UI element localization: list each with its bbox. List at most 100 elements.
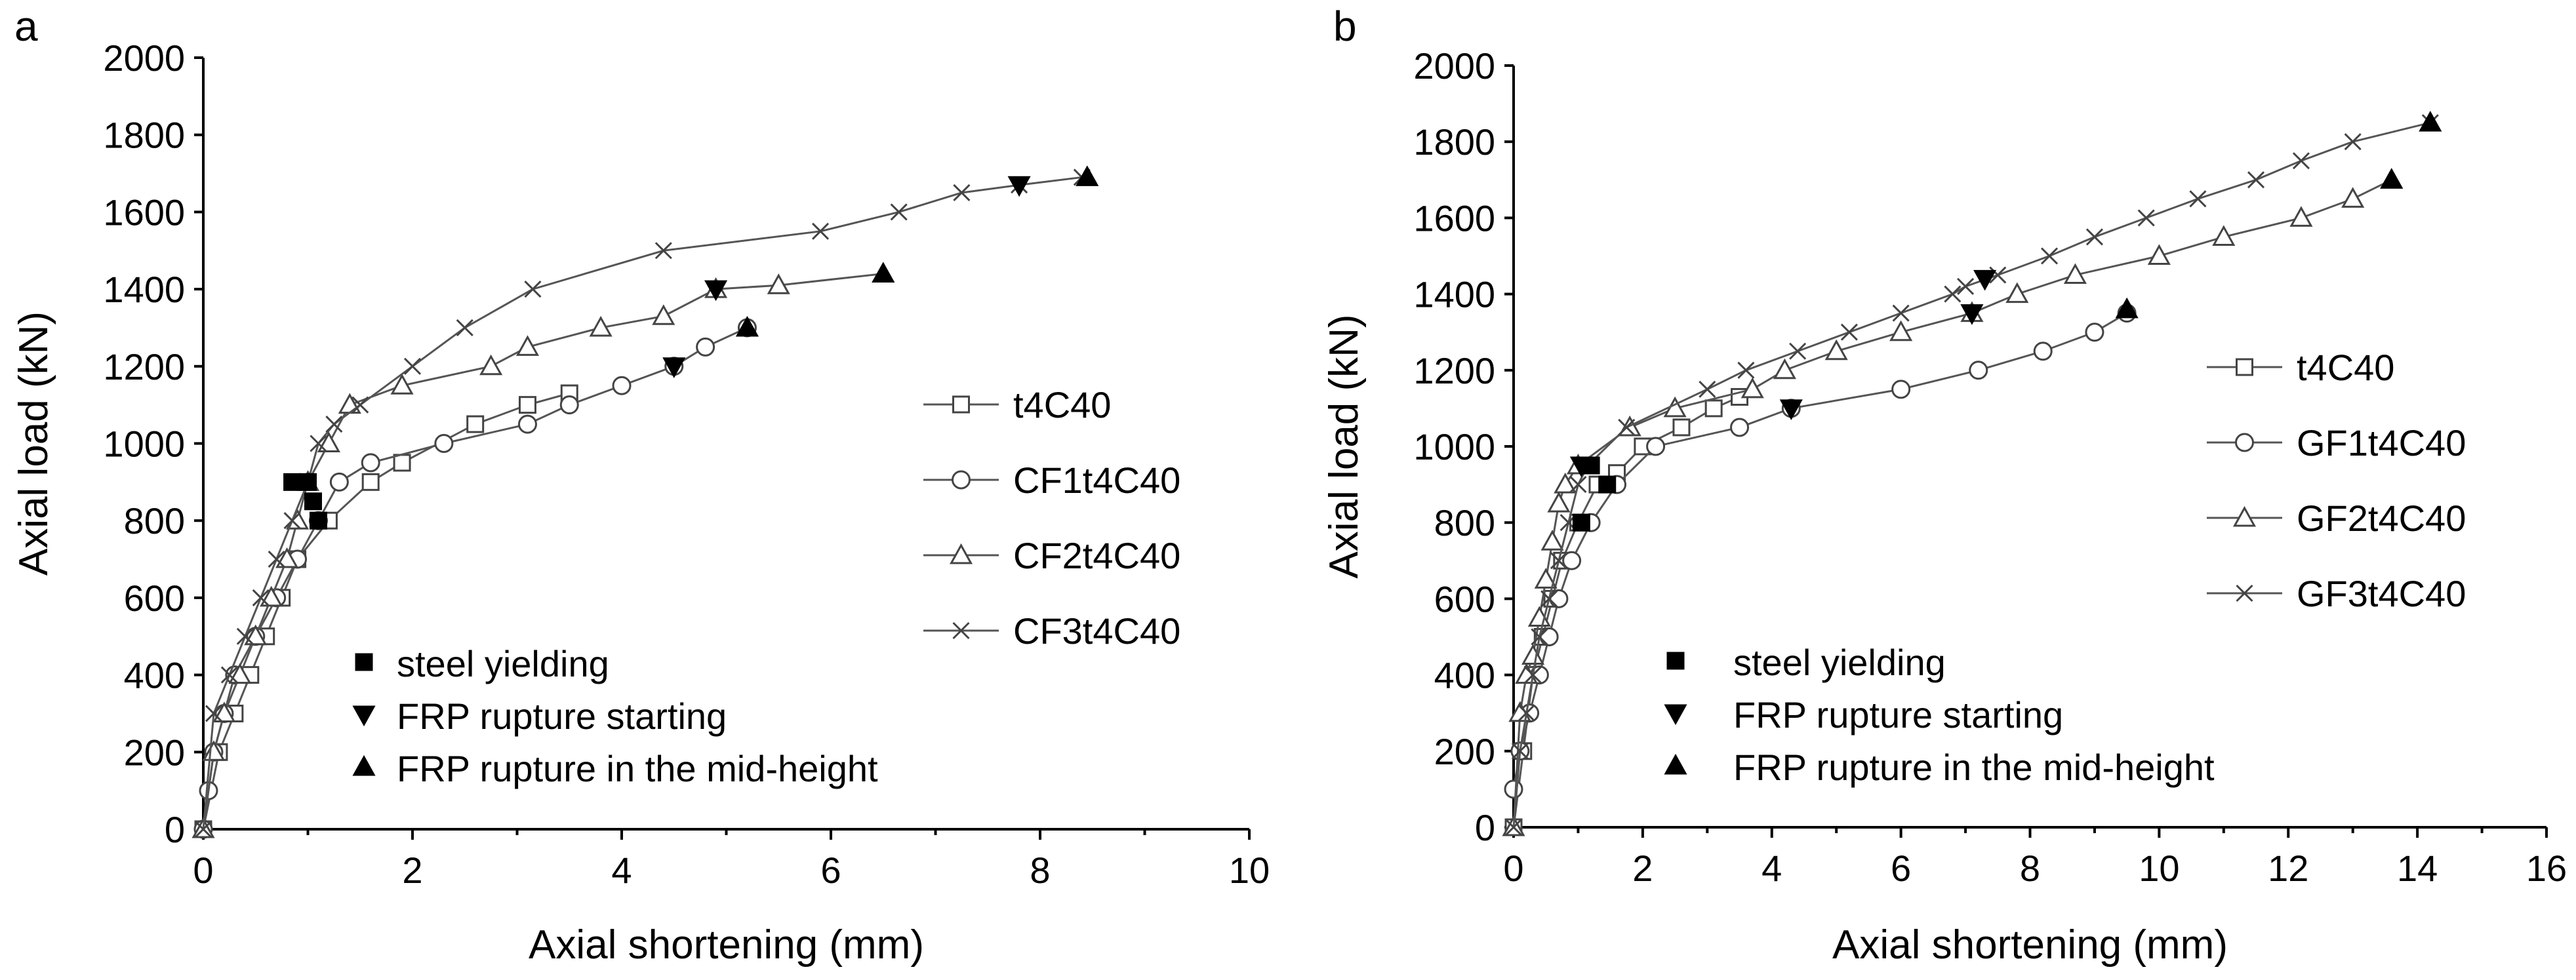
x-tick-label: 8	[2020, 848, 2040, 889]
filled-square-icon	[355, 653, 373, 671]
event-legend-label: steel yielding	[1733, 642, 1946, 683]
series-legend: t4C40 CF1t4C40 CF2t4C40 CF3t4C40	[923, 384, 1180, 652]
data-point-cf3t4c40	[220, 666, 238, 684]
data-point-cf3t4c40	[252, 589, 270, 606]
data-point-cf3t4c40	[310, 435, 327, 452]
data-point-cf3t4c40	[654, 242, 672, 260]
data-point-cf2t4c40	[767, 273, 790, 294]
legend-item-gf1t4c40: GF1t4C40	[2207, 422, 2466, 463]
legend-item-gf2t4c40: GF2t4C40	[2207, 498, 2466, 539]
event-markers	[1569, 111, 2442, 532]
data-point-cf2t4c40	[652, 304, 675, 325]
legend-marker	[2232, 505, 2257, 527]
event-marker-frp-rupture-starting	[1779, 399, 1803, 420]
data-point-gf2t4c40	[2212, 225, 2236, 246]
data-point-gf2t4c40	[2341, 187, 2365, 208]
data-point-cf2t4c40	[244, 624, 268, 646]
y-tick-label: 1800	[1413, 121, 1495, 163]
event-marker-frp-rupture-starting	[1007, 176, 1031, 197]
x-tick-label: 10	[2139, 848, 2179, 889]
panel-letter: b	[1333, 3, 1357, 50]
event-marker-frp-rupture-starting	[662, 357, 686, 378]
legend-marker	[2236, 584, 2253, 602]
data-point-cf3t4c40	[352, 396, 369, 414]
data-point-cf2t4c40	[260, 585, 283, 607]
x-tick-label: 6	[820, 850, 841, 891]
data-point-gf3t4c40	[2040, 247, 2059, 265]
x-tick-label: 16	[2526, 848, 2567, 889]
legend-label: GF3t4C40	[2297, 573, 2466, 614]
event-legend-item-frp-rupture-mid-height: FRP rupture in the mid-height	[352, 748, 878, 789]
data-point-gf3t4c40	[1789, 342, 1807, 360]
data-point-gf1t4c40	[2033, 342, 2053, 361]
data-point-gf3t4c40	[1699, 380, 1716, 398]
x-tick-label: 14	[2397, 848, 2438, 889]
y-tick-label: 400	[1434, 655, 1495, 696]
x-tick-label: 8	[1030, 850, 1050, 891]
event-marker-steel-yielding	[1598, 475, 1617, 494]
event-markers	[283, 165, 1099, 530]
data-point-gf2t4c40	[1547, 492, 1571, 513]
data-point-gf3t4c40	[1540, 590, 1558, 608]
data-point-cf3t4c40	[811, 222, 830, 240]
event-legend-label: FRP rupture in the mid-height	[1733, 747, 2215, 788]
x-tick-label: 2	[402, 850, 422, 891]
data-point-gf2t4c40	[1540, 530, 1564, 551]
event-marker-frp-rupture-mid-height	[2419, 111, 2442, 132]
series-legend: t4C40 GF1t4C40 GF2t4C40 GF3t4C40	[2207, 347, 2466, 614]
data-point-gf3t4c40	[2292, 152, 2310, 170]
data-point-cf2t4c40	[212, 701, 236, 722]
legend-marker	[952, 621, 970, 640]
event-marker-frp-rupture-mid-height	[2115, 297, 2139, 319]
data-point-cf2t4c40	[589, 315, 613, 337]
y-tick-label: 400	[124, 655, 185, 696]
legend-item-cf3t4c40: CF3t4C40	[923, 610, 1180, 652]
data-point-cf3t4c40	[890, 203, 908, 221]
data-point-gf1t4c40	[1539, 627, 1559, 646]
legend-label: GF2t4C40	[2297, 498, 2466, 539]
event-marker-steel-yielding	[283, 473, 302, 491]
data-point-gf2t4c40	[1741, 377, 1764, 399]
data-point-cf1t4c40	[517, 414, 537, 434]
data-point-cf2t4c40	[479, 354, 503, 376]
data-point-t4c40	[1704, 399, 1723, 418]
data-point-gf2t4c40	[2063, 263, 2087, 284]
filled-up-triangle-icon	[352, 755, 376, 776]
data-point-cf1t4c40	[434, 434, 454, 453]
data-point-cf3t4c40	[403, 357, 422, 375]
legend-item-gf3t4c40: GF3t4C40	[2207, 573, 2466, 614]
event-legend: steel yielding FRP rupture starting FRP ru…	[352, 643, 878, 789]
y-tick-label: 1800	[103, 115, 185, 156]
event-legend-label: FRP rupture starting	[1733, 694, 2063, 735]
series-line-t4c40	[1512, 396, 1741, 828]
data-point-cf3t4c40	[205, 705, 223, 722]
data-point-gf3t4c40	[1618, 418, 1636, 437]
event-marker-frp-rupture-starting	[704, 280, 728, 302]
data-point-gf3t4c40	[1524, 666, 1542, 684]
data-point-gf1t4c40	[2085, 323, 2104, 342]
data-point-gf3t4c40	[1531, 628, 1548, 646]
legend-label: CF1t4C40	[1013, 460, 1180, 501]
event-marker-frp-rupture-mid-height	[735, 315, 759, 337]
data-point-gf2t4c40	[1521, 644, 1545, 665]
series-cf2t4c40	[191, 262, 895, 838]
data-point-cf1t4c40	[612, 376, 632, 395]
data-point-gf3t4c40	[2085, 228, 2104, 246]
data-point-cf3t4c40	[325, 416, 343, 433]
data-point-gf3t4c40	[1840, 323, 1858, 341]
panel-letter: a	[14, 3, 38, 50]
legend-marker	[2236, 358, 2253, 376]
y-tick-label: 600	[124, 578, 185, 619]
x-tick-label: 4	[611, 850, 632, 891]
x-tick-label: 0	[193, 850, 213, 891]
data-point-cf2t4c40	[202, 740, 226, 761]
event-marker-frp-rupture-starting	[1960, 304, 1984, 325]
x-tick-label: 2	[1632, 848, 1653, 889]
event-legend-item-steel-yielding: steel yielding	[1666, 642, 1946, 683]
event-marker-steel-yielding	[1572, 513, 1590, 532]
data-point-cf3t4c40	[456, 319, 473, 337]
y-tick-label: 2000	[103, 37, 185, 79]
legend-label: GF1t4C40	[2297, 422, 2466, 463]
event-marker-frp-rupture-mid-height	[1076, 165, 1099, 186]
